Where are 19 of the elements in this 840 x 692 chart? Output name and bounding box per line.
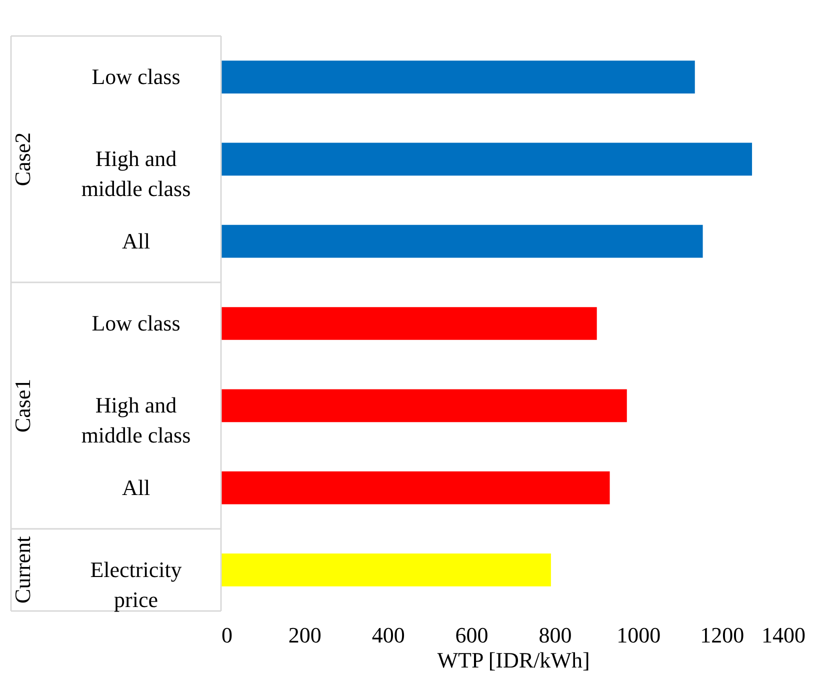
x-tick-label: 0 (222, 622, 232, 648)
text: Case1 (10, 378, 35, 433)
x-tick-label: 1400 (762, 622, 806, 648)
y-tick-label: All (122, 474, 150, 500)
y-tick-label: High and middle class (81, 392, 191, 448)
y-tick-label: Low class (92, 310, 180, 336)
x-tick-label: 800 (538, 622, 572, 648)
text: Case2 (10, 132, 35, 186)
x-tick-label: 200 (288, 622, 322, 648)
x-axis-title: WTP [IDR/kWh] (437, 648, 590, 672)
text: Current (10, 536, 35, 604)
y-tick-label: All (122, 228, 150, 254)
y-tick-label: Electricity price (90, 556, 182, 612)
y-tick-label: Low class (92, 64, 180, 90)
x-tick-label: 400 (372, 622, 405, 648)
y-tick-label: High and middle class (81, 146, 191, 202)
x-tick-label: 1000 (616, 622, 661, 648)
x-tick-label: 600 (455, 622, 488, 648)
x-tick-label: 1200 (700, 622, 744, 648)
